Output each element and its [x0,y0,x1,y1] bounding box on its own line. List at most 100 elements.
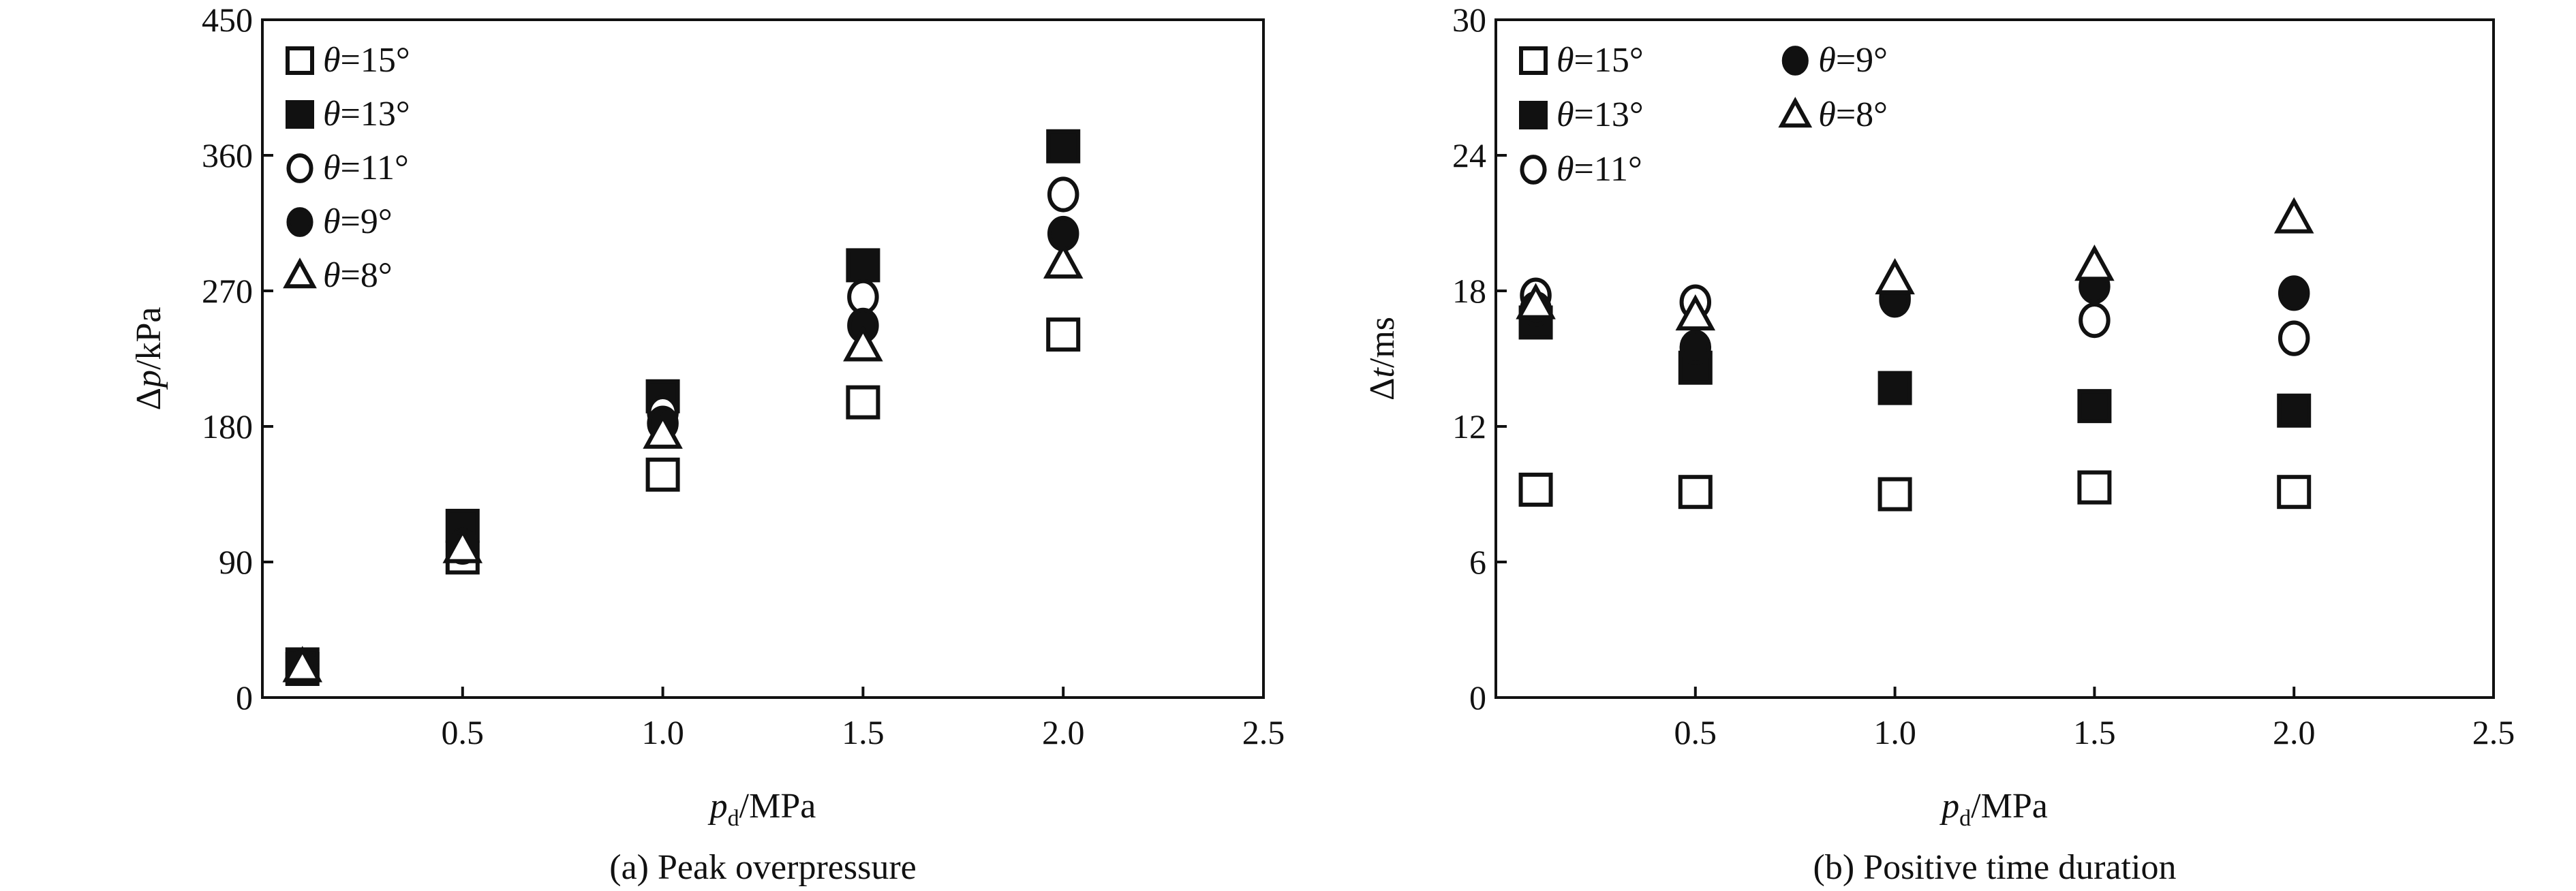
y-axis-label: Δt/ms [1363,317,1402,401]
data-point-square-filled [1046,129,1081,163]
x-tick-label: 1.0 [641,713,684,751]
data-point-square-open [645,457,680,492]
legend-label-value: =8° [341,256,393,295]
legend-marker-triangle-open [283,257,317,289]
data-point-triangle-open [1516,283,1556,319]
legend-label-var: θ [1818,41,1836,80]
x-axis-label: pd/MPa [1939,787,2048,831]
data-point-square-filled [1877,371,1912,405]
data-point-square-open [1877,477,1912,512]
data-point-circle-filled [2278,275,2310,311]
legend-marker-square-open [286,46,314,75]
data-point-square-filled [2077,389,2112,424]
legend-item: θ=11° [1520,150,1642,189]
chart-caption: (a) Peak overpressure [609,848,916,887]
legend-item: θ=8° [1778,95,1888,134]
legend-label-var: θ [323,202,341,241]
series-circle-open [1520,277,2310,356]
legend-label: θ=13° [1557,95,1644,134]
y-tick-label: 450 [202,1,253,39]
legend-item: θ=8° [283,256,393,295]
legend-label-value: =15° [1574,41,1644,80]
x-axis-label: pd/MPa [707,787,816,831]
x-axis-label-var: p [707,787,728,826]
y-axis-label: Δp/kPa [129,307,168,411]
legend-item: θ=15° [1519,41,1644,80]
x-tick-label: 1.5 [842,713,885,751]
legend-label-value: =8° [1836,95,1888,134]
data-point-triangle-open [643,412,683,449]
x-tick-label: 2.0 [2273,713,2316,751]
legend-marker-triangle-open [1778,97,1813,128]
x-axis-label-unit: /MPa [739,787,816,826]
data-point-triangle-open [442,527,483,563]
legend-label-value: =13° [1574,95,1644,134]
panel-positive-time-duration: 0 6 12 18 24 30 0.5 1.0 1.5 2.0 2.5 pd/MPa Δt/ms (b) … [1363,1,2515,887]
series-square-open [1518,470,2312,512]
x-axis-label-var: p [1939,787,1959,826]
data-point-square-open [846,385,880,420]
y-tick-label: 6 [1469,543,1486,581]
series-square-open [285,317,1081,686]
legend-marker-circle-open [1520,155,1547,185]
legend-item: θ=13° [1519,95,1644,134]
y-tick-label: 12 [1452,407,1486,446]
legend-label-var: θ [323,256,341,295]
legend-item: θ=11° [286,148,409,187]
legend-label-var: θ [323,41,341,80]
data-point-triangle-open [1675,294,1716,331]
y-tick-label: 18 [1452,272,1486,310]
legend-label: θ=15° [1557,41,1644,80]
y-tick-label: 180 [202,407,253,446]
legend-marker-circle-filled [286,207,313,237]
legend-item: θ=15° [286,41,410,80]
legend-label-value: =11° [1574,150,1642,189]
legend-label-value: =11° [341,148,409,187]
series-triangle-open [282,242,1084,683]
y-tick-label: 270 [202,272,253,310]
x-axis-label-sub: d [728,806,739,831]
data-point-triangle-open [843,325,883,362]
y-axis-label-prefix: Δ [1363,378,1402,401]
y-tick-label: 24 [1452,136,1486,174]
legend-marker-circle-open [286,153,313,183]
x-tick-label: 2.5 [1242,713,1285,751]
y-axis-label-prefix: Δ [129,388,168,410]
y-tick-label: 0 [1469,678,1486,717]
legend: θ=15°θ=13°θ=11°θ=9°θ=8° [283,41,410,295]
data-point-triangle-open [1043,242,1084,279]
legend-marker-square-filled [286,100,314,129]
series-triangle-open [1516,197,2314,331]
series-circle-open [286,176,1079,685]
y-axis-label-unit: /kPa [129,307,168,370]
data-point-triangle-open [2273,197,2314,234]
y-tick-label: 0 [236,678,253,717]
legend-label-var: θ [1557,95,1574,134]
legend-label: θ=11° [1557,150,1642,189]
x-tick-label: 0.5 [1674,713,1717,751]
legend-item: θ=9° [286,202,393,241]
legend-marker-circle-filled [1781,46,1809,76]
x-tick-label: 2.5 [2472,713,2515,751]
legend-label: θ=15° [323,41,410,80]
series-circle-filled [1520,268,2310,366]
y-axis-label-unit: /ms [1363,317,1402,368]
legend: θ=15°θ=13°θ=11°θ=9°θ=8° [1519,41,1888,189]
y-tick-label: 30 [1452,1,1486,39]
legend-label-value: =15° [341,41,410,80]
plot-frame [261,18,1265,699]
x-axis-label-unit: /MPa [1971,787,2048,826]
legend-label-var: θ [323,95,341,134]
x-tick-label: 1.5 [2073,713,2116,751]
legend-label: θ=9° [1818,41,1888,80]
data-point-square-open [2277,475,2312,510]
legend-label: θ=11° [323,148,409,187]
legend-label: θ=8° [323,256,393,295]
data-point-circle-open [2079,302,2111,339]
data-point-square-filled [846,248,880,283]
legend-marker-square-filled [1519,101,1548,129]
plot-frame [1494,18,2495,699]
data-point-circle-open [2278,320,2310,356]
